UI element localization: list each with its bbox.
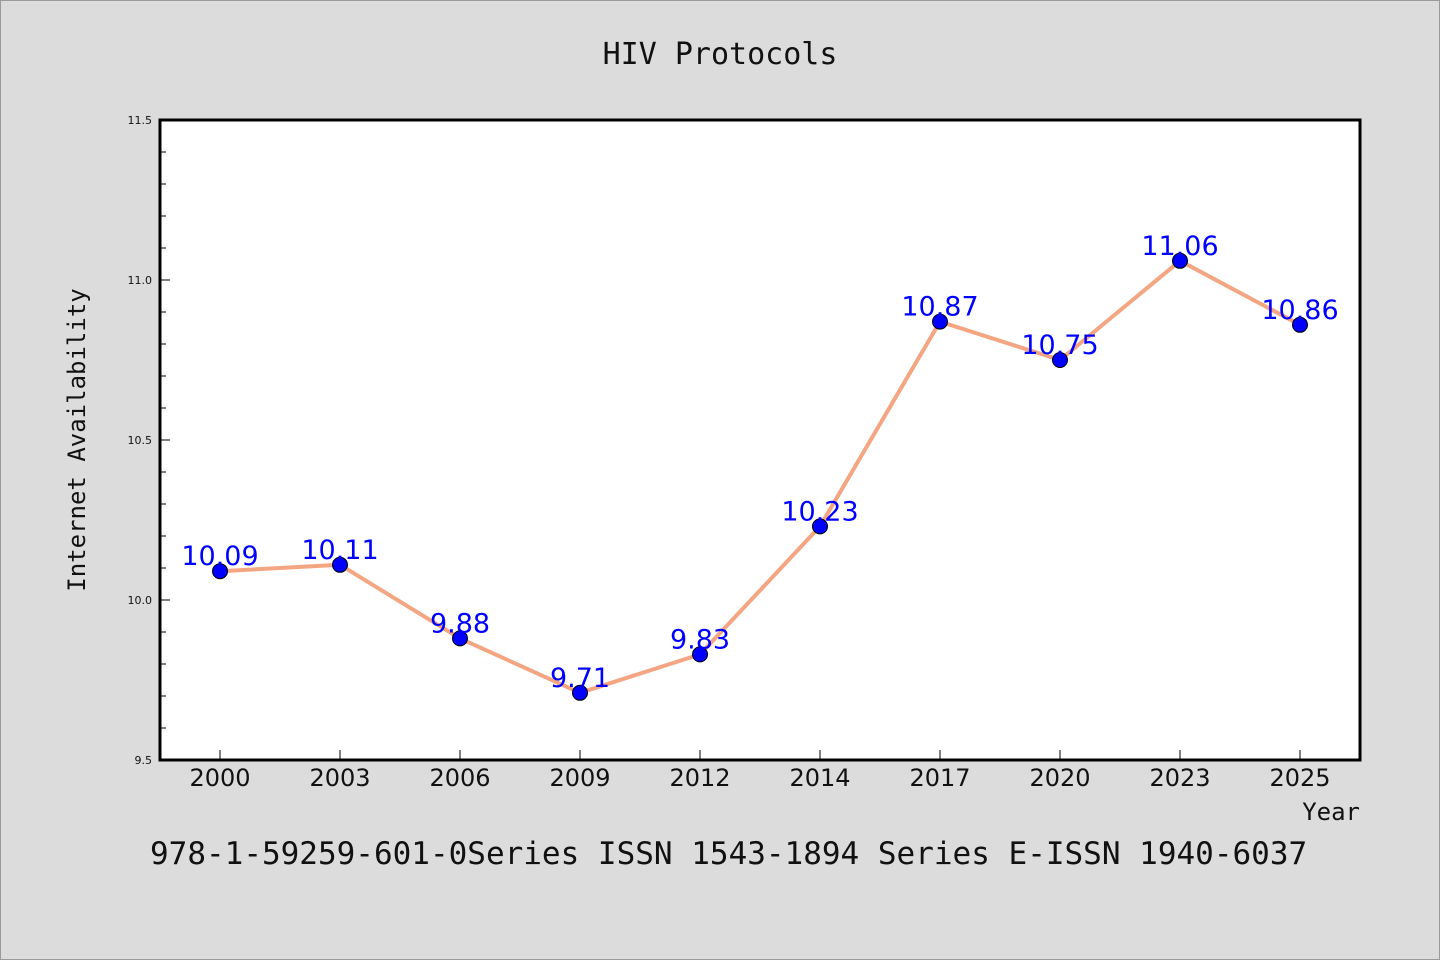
- x-axis: 2000 2003 2006 2009 2012 2014 2017 2020 2023 2025: [189, 750, 1331, 792]
- plot-area: [158, 118, 1362, 762]
- data-label: 10.23: [781, 496, 858, 527]
- data-label: 10.09: [181, 541, 258, 572]
- data-label: 10.11: [301, 535, 378, 566]
- data-labels: 10.09 10.11 9.88 9.71 9.83 10.23 10.87 10.75 11.…: [181, 231, 1338, 694]
- data-label: 11.06: [1141, 231, 1218, 262]
- y-tick-label: 11.0: [128, 274, 153, 287]
- x-axis-label: Year: [1302, 798, 1360, 826]
- data-markers: [212, 252, 1308, 701]
- x-tick-label: 2025: [1269, 764, 1330, 792]
- series-line: [218, 258, 1302, 695]
- data-point: [572, 684, 588, 701]
- data-point: [1172, 252, 1188, 269]
- data-point: [812, 518, 828, 535]
- data-label: 9.71: [550, 663, 610, 694]
- data-point: [932, 313, 948, 330]
- y-tick-label: 10.0: [128, 594, 153, 607]
- y-axis: 9.5 10.0 10.5 11.0 11.5: [128, 114, 170, 767]
- x-tick-label: 2012: [669, 764, 730, 792]
- footer-text: 978-1-59259-601-0Series ISSN 1543-1894 S…: [150, 836, 1307, 872]
- data-point: [1292, 316, 1308, 333]
- x-tick-label: 2003: [309, 764, 370, 792]
- y-tick-label: 10.5: [128, 434, 153, 447]
- x-tick-label: 2020: [1029, 764, 1090, 792]
- data-label: 9.83: [670, 624, 730, 655]
- x-tick-label: 2009: [549, 764, 610, 792]
- data-point: [332, 556, 348, 573]
- y-axis-label: Internet Availability: [63, 288, 91, 591]
- data-label: 10.87: [901, 292, 978, 323]
- data-label: 10.86: [1261, 295, 1338, 326]
- data-point: [1052, 352, 1068, 368]
- data-point: [212, 563, 228, 580]
- x-tick-label: 2014: [789, 764, 850, 792]
- x-tick-label: 2000: [189, 764, 250, 792]
- y-tick-label: 9.5: [135, 754, 153, 767]
- y-tick-label: 11.5: [128, 114, 153, 127]
- x-tick-label: 2017: [909, 764, 970, 792]
- data-label: 9.88: [430, 608, 490, 639]
- data-label: 10.75: [1021, 330, 1098, 361]
- chart-title: HIV Protocols: [603, 37, 838, 72]
- data-point: [452, 630, 468, 647]
- x-tick-label: 2023: [1149, 764, 1210, 792]
- data-point: [692, 646, 708, 663]
- x-tick-label: 2006: [429, 764, 490, 792]
